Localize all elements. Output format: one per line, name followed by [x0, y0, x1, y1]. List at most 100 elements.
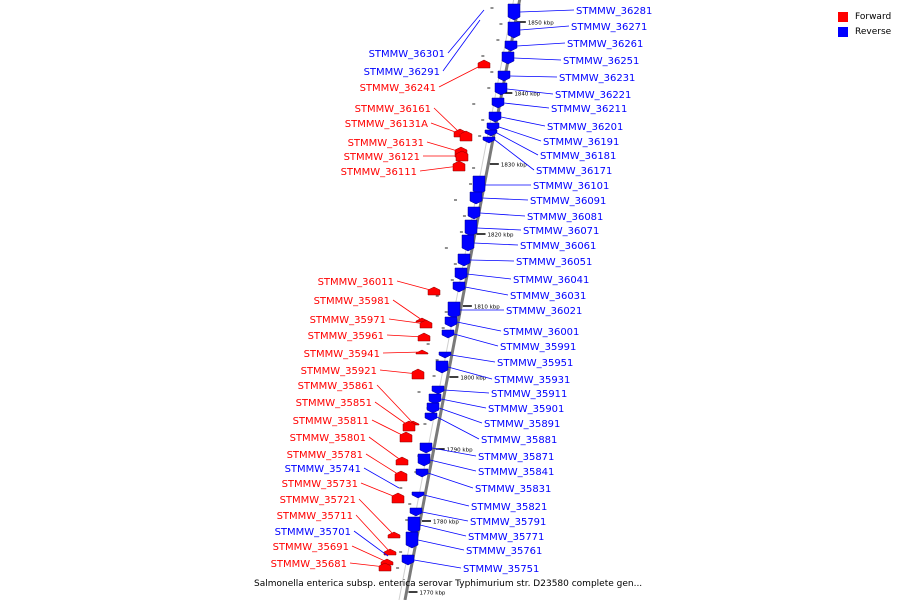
gene-label: STMMW_36111 — [341, 167, 417, 178]
gene-label: STMMW_35861 — [298, 381, 374, 392]
gene-leader-line — [503, 102, 550, 109]
gene-label: STMMW_36131A — [345, 119, 428, 130]
gene-leader-line — [469, 259, 515, 262]
gene-label: STMMW_35891 — [484, 419, 560, 430]
gene-leader-line — [519, 9, 575, 13]
gene-leader-line — [506, 88, 554, 95]
gene-leader-line — [419, 165, 460, 172]
gene-label: STMMW_35971 — [310, 315, 386, 326]
gene-leader-line — [365, 453, 402, 477]
gene-block-reverse — [494, 82, 508, 96]
gene-block-reverse — [426, 402, 440, 414]
gene-leader-line — [388, 318, 427, 325]
forward-swatch — [838, 11, 848, 22]
gene-label: STMMW_35871 — [478, 452, 554, 463]
gene-label: STMMW_36261 — [567, 39, 643, 50]
gene-block-reverse — [482, 136, 496, 144]
gene-label: STMMW_35691 — [273, 542, 349, 553]
gene-label: STMMW_36131 — [348, 138, 424, 149]
gene-label: STMMW_35951 — [497, 358, 573, 369]
gene-leader-line — [351, 545, 388, 563]
gene-label: STMMW_36101 — [533, 181, 609, 192]
gene-block-reverse — [431, 385, 445, 395]
gene-block-reverse — [504, 40, 518, 52]
gene-label: STMMW_36191 — [543, 137, 619, 148]
gene-label: STMMW_35731 — [282, 479, 358, 490]
gene-label: STMMW_35791 — [470, 517, 546, 528]
gene-block-reverse — [507, 3, 521, 21]
gene-label: STMMW_36301 — [369, 49, 445, 60]
gene-leader-line — [438, 63, 485, 88]
gene-label: STMMW_36281 — [576, 6, 652, 17]
gene-leader-line — [466, 273, 512, 280]
gene-block-reverse — [415, 468, 429, 478]
gene-leader-line — [456, 321, 502, 332]
gene-label: STMMW_36201 — [547, 122, 623, 133]
gene-block-reverse — [501, 51, 515, 65]
gene-block-reverse — [467, 206, 481, 220]
gene-leader-line — [442, 19, 481, 72]
gene-leader-line — [476, 227, 522, 231]
gene-label: STMMW_36251 — [563, 56, 639, 67]
gene-label: STMMW_35981 — [314, 296, 390, 307]
gene-leader-line — [500, 116, 546, 127]
gene-leader-line — [363, 467, 400, 489]
gene-block-reverse — [447, 301, 461, 319]
gene-label: STMMW_36121 — [344, 152, 420, 163]
gene-leader-line — [498, 126, 542, 142]
gene-label: STMMW_36001 — [503, 327, 579, 338]
gene-leader-line — [429, 459, 477, 472]
gene-leader-line — [374, 401, 410, 427]
gene-label: STMMW_35701 — [275, 527, 351, 538]
gene-leader-line — [430, 122, 467, 137]
gene-leader-line — [440, 398, 487, 409]
gene-leader-line — [479, 212, 526, 217]
kbp-tick-label: 1810 kbp — [474, 305, 500, 311]
gene-label: STMMW_35771 — [468, 532, 544, 543]
gene-leader-line — [481, 197, 529, 201]
gene-leader-line — [464, 286, 509, 296]
gene-label: STMMW_36091 — [530, 196, 606, 207]
gene-label: STMMW_35991 — [500, 342, 576, 353]
gene-leader-line — [392, 299, 423, 321]
gene-label: STMMW_36211 — [551, 104, 627, 115]
gene-leader-line — [417, 539, 465, 551]
gene-block-reverse — [457, 253, 471, 267]
gene-leader-line — [368, 436, 403, 462]
gene-label: STMMW_35821 — [471, 502, 547, 513]
gene-label: STMMW_36041 — [513, 275, 589, 286]
gene-block-reverse — [444, 316, 458, 328]
gene-block-reverse — [409, 507, 423, 517]
gene-leader-line — [431, 447, 477, 457]
gene-leader-line — [447, 9, 485, 54]
gene-leader-line — [473, 242, 519, 246]
gene-label: STMMW_35931 — [494, 375, 570, 386]
kbp-tick-label: 1850 kbp — [528, 21, 554, 27]
gene-label: STMMW_35751 — [463, 564, 539, 575]
gene-label: STMMW_36221 — [555, 90, 631, 101]
gene-leader-line — [436, 416, 480, 440]
gene-label: STMMW_35961 — [308, 331, 384, 342]
gene-block-reverse — [438, 351, 452, 359]
gene-leader-line — [355, 514, 391, 553]
gene-block-reverse — [472, 175, 486, 195]
gene-block-reverse — [428, 393, 442, 405]
legend-forward: Forward — [838, 9, 900, 24]
gene-label: STMMW_35811 — [293, 416, 369, 427]
gene-leader-line — [513, 57, 562, 61]
reverse-swatch — [838, 26, 848, 37]
gene-leader-line — [509, 75, 558, 78]
gene-block-reverse — [417, 453, 431, 467]
kbp-tick-label: 1820 kbp — [488, 233, 514, 239]
gene-block-reverse — [454, 267, 468, 281]
gene-leader-line — [433, 107, 461, 134]
gene-block-reverse — [497, 70, 511, 82]
gene-block-reverse — [486, 122, 500, 132]
gene-leader-line — [426, 141, 462, 153]
legend-forward-label: Forward — [855, 11, 892, 22]
gene-label: STMMW_36161 — [355, 104, 431, 115]
gene-block-reverse — [407, 516, 421, 534]
gene-block-reverse — [411, 491, 425, 499]
gene-leader-line — [423, 494, 470, 507]
